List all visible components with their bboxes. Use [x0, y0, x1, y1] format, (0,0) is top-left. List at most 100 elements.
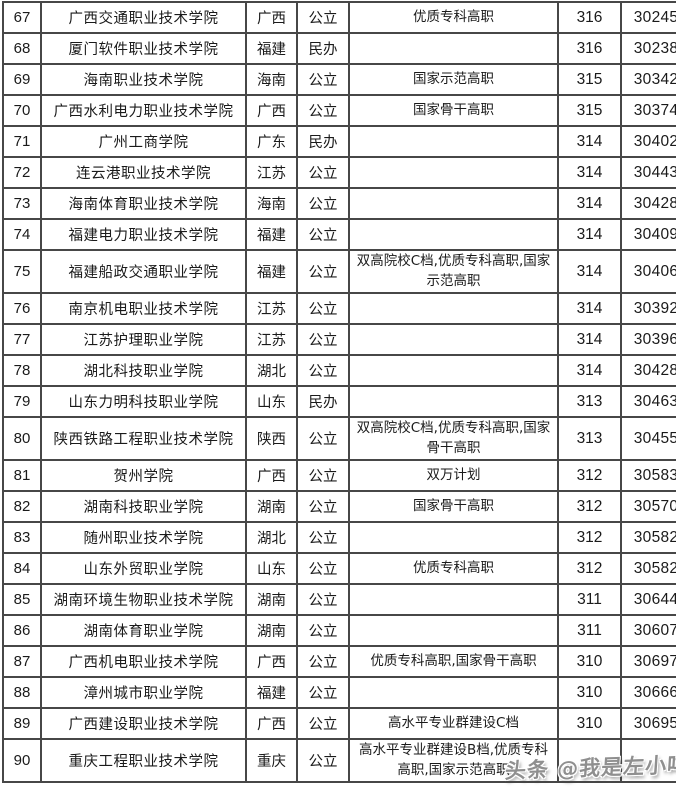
type-cell: 公立	[296, 521, 350, 555]
rank-cell: 89	[2, 707, 42, 741]
score-cell: 314	[557, 156, 622, 189]
score-cell: 312	[557, 521, 622, 555]
score-cell: 312	[557, 459, 622, 493]
province-cell: 江苏	[245, 156, 298, 189]
table-row: 75 福建船政交通职业学院 福建 公立 双高院校C档,优质专科高职,国家示范高职 314 3…	[2, 248, 676, 295]
number-cell: 302384	[620, 32, 676, 65]
type-cell: 公立	[296, 156, 350, 189]
designation-cell	[348, 521, 559, 555]
type-cell: 公立	[296, 552, 350, 586]
type-cell: 公立	[296, 187, 350, 220]
number-cell: 306449	[620, 583, 676, 617]
name-cell: 广州工商学院	[40, 125, 247, 158]
province-cell: 海南	[245, 187, 298, 220]
score-cell: 313	[557, 416, 622, 462]
score-cell: 314	[557, 218, 622, 251]
number-cell: 305829	[620, 521, 676, 555]
rank-cell: 79	[2, 385, 42, 419]
designation-cell	[348, 323, 559, 357]
score-cell	[557, 738, 622, 784]
designation-cell: 双高院校C档,优质专科高职,国家示范高职	[348, 248, 559, 295]
table-row: 90 重庆工程职业技术学院 重庆 公立 高水平专业群建设B档,优质专科高职,国家示范高职	[2, 738, 676, 784]
rank-cell: 74	[2, 218, 42, 251]
table-row: 80 陕西铁路工程职业技术学院 陕西 公立 双高院校C档,优质专科高职,国家骨干高职 31…	[2, 416, 676, 462]
province-cell: 广西	[245, 94, 298, 127]
number-cell: 306663	[620, 676, 676, 710]
type-cell: 公立	[296, 676, 350, 710]
rank-cell: 71	[2, 125, 42, 158]
province-cell: 广西	[245, 1, 298, 34]
designation-cell: 高水平专业群建设C档	[348, 707, 559, 741]
type-cell: 公立	[296, 354, 350, 388]
name-cell: 厦门软件职业技术学院	[40, 32, 247, 65]
type-cell: 公立	[296, 416, 350, 462]
rank-cell: 85	[2, 583, 42, 617]
province-cell: 福建	[245, 248, 298, 295]
name-cell: 重庆工程职业技术学院	[40, 738, 247, 784]
score-cell: 310	[557, 707, 622, 741]
designation-cell	[348, 385, 559, 419]
number-cell: 306976	[620, 645, 676, 679]
name-cell: 贺州学院	[40, 459, 247, 493]
number-cell: 306077	[620, 614, 676, 648]
rank-cell: 82	[2, 490, 42, 524]
number-cell: 303967	[620, 323, 676, 357]
table-row: 84山东外贸职业学院山东公立优质专科高职312305824	[2, 552, 676, 586]
province-cell: 广东	[245, 125, 298, 158]
type-cell: 公立	[296, 645, 350, 679]
rank-cell: 86	[2, 614, 42, 648]
rank-cell: 76	[2, 292, 42, 326]
province-cell: 广西	[245, 645, 298, 679]
number-cell: 304099	[620, 218, 676, 251]
province-cell: 广西	[245, 707, 298, 741]
province-cell: 江苏	[245, 292, 298, 326]
number-cell	[620, 738, 676, 784]
number-cell: 303428	[620, 63, 676, 96]
designation-cell: 国家骨干高职	[348, 490, 559, 524]
province-cell: 湖南	[245, 614, 298, 648]
number-cell: 304062	[620, 248, 676, 295]
province-cell: 福建	[245, 676, 298, 710]
number-cell: 303920	[620, 292, 676, 326]
province-cell: 山东	[245, 385, 298, 419]
number-cell: 305701	[620, 490, 676, 524]
designation-cell: 优质专科高职	[348, 552, 559, 586]
table-row: 67广西交通职业技术学院广西公立优质专科高职316302458	[2, 1, 676, 34]
type-cell: 公立	[296, 490, 350, 524]
table-row: 82湖南科技职业学院湖南公立国家骨干高职312305701	[2, 490, 676, 524]
type-cell: 公立	[296, 63, 350, 96]
number-cell: 306959	[620, 707, 676, 741]
type-cell: 公立	[296, 1, 350, 34]
name-cell: 山东力明科技职业学院	[40, 385, 247, 419]
name-cell: 湖南体育职业学院	[40, 614, 247, 648]
score-cell: 315	[557, 63, 622, 96]
designation-cell	[348, 156, 559, 189]
rank-cell: 83	[2, 521, 42, 555]
province-cell: 广西	[245, 459, 298, 493]
rank-cell: 78	[2, 354, 42, 388]
rank-cell: 81	[2, 459, 42, 493]
rank-cell: 80	[2, 416, 42, 462]
score-cell: 312	[557, 552, 622, 586]
number-cell: 304285	[620, 187, 676, 220]
score-cell: 311	[557, 614, 622, 648]
designation-cell	[348, 292, 559, 326]
rank-cell: 84	[2, 552, 42, 586]
score-cell: 316	[557, 32, 622, 65]
designation-cell: 优质专科高职,国家骨干高职	[348, 645, 559, 679]
table-row: 70广西水利电力职业技术学院广西公立国家骨干高职315303748	[2, 94, 676, 127]
number-cell: 305824	[620, 552, 676, 586]
score-cell: 314	[557, 323, 622, 357]
type-cell: 公立	[296, 738, 350, 784]
name-cell: 海南职业技术学院	[40, 63, 247, 96]
province-cell: 湖北	[245, 354, 298, 388]
name-cell: 湖南环境生物职业技术学院	[40, 583, 247, 617]
